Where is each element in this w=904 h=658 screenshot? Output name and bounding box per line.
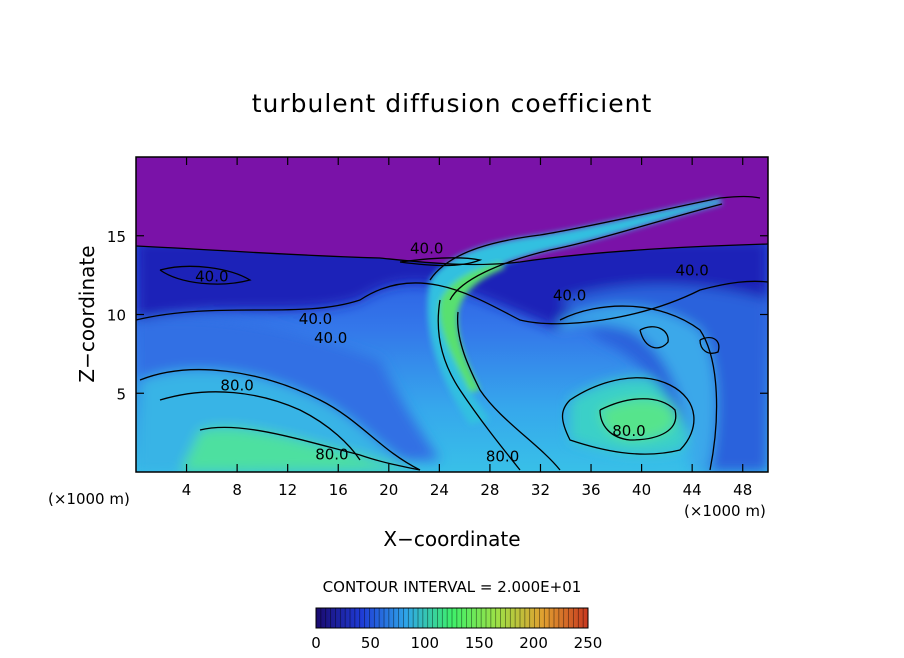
contour-line — [449, 203, 723, 301]
field-upper-layer — [136, 157, 768, 265]
x-tick-label: 48 — [733, 481, 752, 499]
field-light-rim — [560, 306, 717, 470]
contour-label: 80.0 — [486, 447, 519, 465]
x-unit-left: (×1000 m) — [48, 490, 130, 508]
x-tick-label: 24 — [430, 481, 449, 499]
y-tick-label: 5 — [116, 385, 126, 403]
colorbar-tick-label: 100 — [410, 634, 439, 652]
colorbar-stripes — [320, 608, 584, 628]
contour-line — [456, 311, 561, 471]
contour-line — [559, 305, 718, 471]
y-tick-label: 10 — [107, 307, 126, 325]
colorbar-ticks: 0 50 100 150 200 250 — [311, 634, 602, 652]
contour-line — [437, 299, 521, 471]
contour-label: 40.0 — [314, 329, 347, 347]
x-axis-label: X−coordinate — [383, 527, 520, 551]
chart-title: turbulent diffusion coefficient — [252, 89, 653, 118]
contour-line — [599, 398, 677, 441]
x-tick-label: 36 — [581, 481, 600, 499]
y-axis: 5 10 15 — [107, 228, 768, 403]
contour-interval-text: CONTOUR INTERVAL = 2.000E+01 — [323, 578, 582, 596]
colorbar: 0 50 100 150 200 250 — [311, 607, 602, 652]
contour-line — [639, 326, 669, 349]
contour-lines — [136, 195, 768, 471]
field-plume-green — [439, 262, 505, 392]
y-tick-label: 15 — [107, 228, 126, 246]
x-tick-label: 16 — [329, 481, 348, 499]
contour-label: 40.0 — [410, 239, 443, 257]
contour-line — [429, 195, 761, 281]
colorbar-tick-label: 150 — [465, 634, 494, 652]
x-axis: 4 8 12 16 20 24 28 32 36 40 44 48 — [182, 157, 752, 499]
contour-line — [399, 257, 483, 267]
contour-line — [136, 280, 768, 325]
field-green-lower-left — [180, 427, 420, 472]
x-unit-right: (×1000 m) — [684, 502, 766, 520]
colorbar-tick-label: 200 — [519, 634, 548, 652]
x-tick-label: 32 — [531, 481, 550, 499]
y-axis-label: Z−coordinate — [75, 245, 99, 382]
colorbar-tick-label: 0 — [311, 634, 321, 652]
contour-line — [159, 265, 252, 285]
contour-line — [139, 368, 421, 471]
x-tick-label: 12 — [278, 481, 297, 499]
contour-label: 40.0 — [553, 287, 586, 305]
x-tick-label: 4 — [182, 481, 192, 499]
contour-label: 40.0 — [299, 310, 332, 328]
contour-line — [561, 377, 695, 455]
contour-labels: 40.040.040.040.040.040.080.080.0 80.080.0 — [195, 239, 709, 465]
contour-label: 80.0 — [612, 422, 645, 440]
x-tick-label: 40 — [632, 481, 651, 499]
contour-line — [199, 426, 421, 471]
x-tick-label: 20 — [379, 481, 398, 499]
x-tick-label: 28 — [480, 481, 499, 499]
field-plume-cyan — [427, 198, 722, 425]
contour-label: 80.0 — [220, 376, 253, 394]
contour-label: 80.0 — [315, 446, 348, 464]
contour-label: 40.0 — [195, 268, 228, 286]
contour-line — [699, 337, 720, 354]
x-tick-label: 44 — [683, 481, 702, 499]
contour-line — [159, 391, 361, 461]
colorbar-tick-label: 50 — [361, 634, 380, 652]
x-tick-label: 8 — [232, 481, 242, 499]
colorbar-tick-label: 250 — [574, 634, 603, 652]
field-green-lower-right — [600, 398, 676, 440]
contour-label: 40.0 — [675, 261, 708, 279]
